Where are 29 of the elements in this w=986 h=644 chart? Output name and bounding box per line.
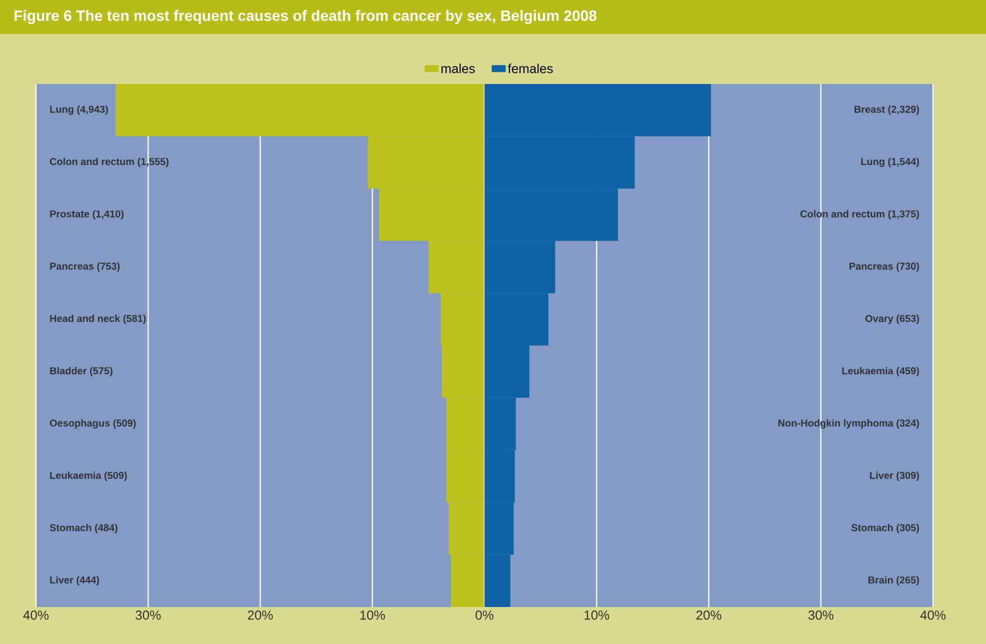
y-tick-label: Stomach (305) [851, 524, 919, 534]
x-tick-label: 40% [23, 610, 49, 620]
y-tick-label: Pancreas (730) [850, 262, 919, 272]
x-tick-label: 30% [136, 610, 161, 620]
y-tick-label: Leukaemia (509) [50, 472, 127, 481]
y-tick-label: Ovary (653) [865, 314, 919, 324]
x-tick-label: 0% [476, 610, 494, 620]
y-tick-label: Liver (309) [870, 472, 919, 481]
y-tick-label: Brain (265) [868, 576, 919, 586]
y-tick-label: Liver (444) [50, 576, 100, 586]
x-tick-label: 10% [584, 610, 610, 620]
legend-label: females [508, 64, 553, 74]
y-tick-label: Breast (2,329) [854, 105, 919, 115]
x-tick-label: 30% [808, 610, 834, 620]
y-tick-label: Lung (4,943) [50, 105, 108, 115]
x-tick-label: 40% [920, 610, 946, 620]
y-tick-label: Leukaemia (459) [842, 366, 919, 376]
y-tick-label: Head and neck (581) [50, 314, 146, 324]
chart-title: Figure 6 The ten most frequent causes of death from cancer by sex, Belgium 2008 [14, 10, 597, 24]
y-tick-label: Lung (1,544) [861, 158, 919, 168]
y-tick-label: Prostate (1,410) [50, 210, 124, 220]
y-tick-label: Bladder (575) [50, 366, 112, 376]
x-tick-label: 20% [696, 610, 722, 620]
x-tick-label: 10% [360, 610, 385, 620]
y-tick-label: Pancreas (753) [50, 262, 120, 272]
y-tick-label: Stomach (484) [50, 524, 118, 534]
legend-label: males [441, 64, 475, 74]
y-tick-label: Oesophagus (509) [50, 419, 136, 429]
x-tick-label: 20% [248, 610, 273, 620]
